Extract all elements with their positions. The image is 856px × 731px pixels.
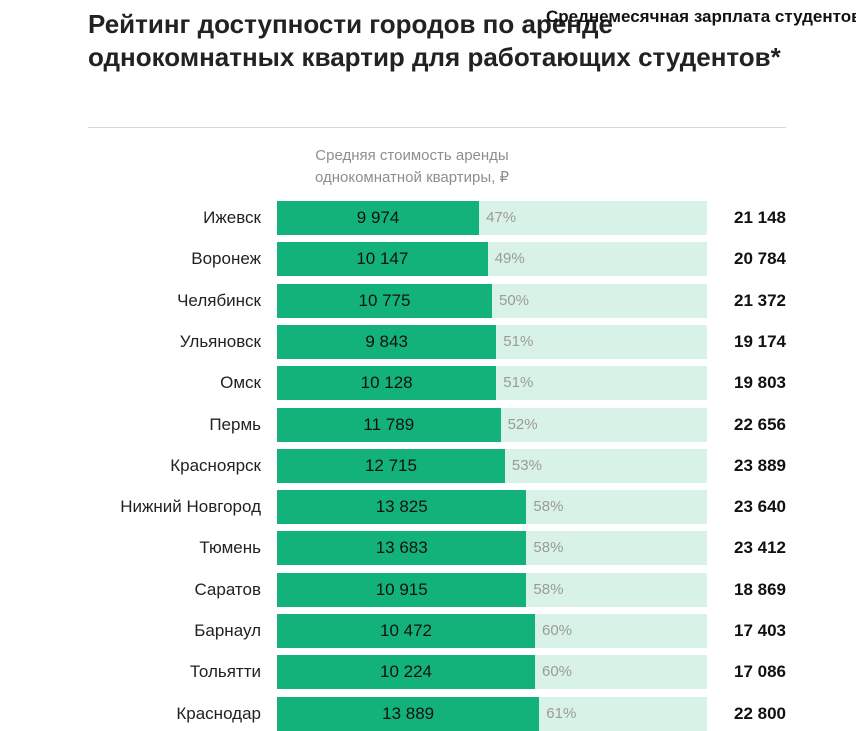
rent-share-bar: [277, 448, 505, 483]
rent-share-percent: 51%: [503, 332, 534, 350]
chart-row: Воронеж 10 147 49% 20 784: [0, 242, 856, 277]
rent-value-label: 10 775: [358, 290, 411, 310]
rent-share-bar: [277, 696, 540, 731]
salary-column-header: Среднемесячная зарплата студентов, ₽: [546, 7, 856, 26]
city-label: Ульяновск: [179, 331, 261, 351]
city-label: Краснодар: [176, 703, 261, 723]
rent-value-label: 9 843: [365, 331, 408, 351]
chart-row: Краснодар 13 889 61% 22 800: [0, 696, 856, 731]
city-label: Омск: [220, 373, 261, 393]
chart-row: Пермь 11 789 52% 22 656: [0, 407, 856, 442]
rent-share-percent: 51%: [503, 374, 534, 392]
city-label: Пермь: [209, 414, 261, 434]
rent-share-percent: 52%: [507, 415, 538, 433]
rent-column-header: Средняя стоимость аренды однокомнатной к…: [314, 147, 510, 186]
title-divider: [88, 127, 786, 128]
rent-share-bar: [277, 366, 497, 401]
chart-row: Омск 10 128 51% 19 803: [0, 366, 856, 401]
city-label: Барнаул: [194, 621, 261, 640]
rent-value-label: 13 825: [375, 497, 428, 517]
salary-value-label: 23 889: [734, 455, 786, 475]
rent-share-percent: 58%: [533, 539, 564, 557]
salary-value-label: 22 656: [734, 414, 786, 434]
chart-row: Тюмень 13 683 58% 23 412: [0, 531, 856, 566]
city-label: Тольятти: [189, 662, 261, 682]
rent-value-label: 10 128: [360, 373, 413, 393]
salary-value-label: 19 174: [734, 331, 786, 351]
rent-share-bar: [277, 655, 535, 690]
rent-share-percent: 61%: [546, 704, 577, 722]
city-label: Челябинск: [177, 290, 261, 310]
salary-value-label: 23 640: [734, 497, 786, 517]
salary-value-label: 19 803: [734, 373, 786, 393]
chart-title: Рейтинг доступности городов по аренде од…: [88, 9, 781, 72]
rent-share-bar: [277, 242, 488, 277]
chart-row: Челябинск 10 775 50% 21 372: [0, 283, 856, 318]
rent-share-percent: 47%: [486, 209, 517, 226]
rent-share-bar: [277, 201, 480, 235]
rent-value-label: 13 889: [382, 703, 435, 723]
rent-value-label: 12 715: [364, 455, 417, 475]
chart-row: Тольятти 10 224 60% 17 086: [0, 655, 856, 690]
salary-value-label: 21 372: [734, 290, 786, 310]
city-label: Ижевск: [203, 208, 261, 227]
rent-share-bar: [277, 490, 527, 525]
rent-value-label: 10 147: [356, 249, 409, 269]
rent-share-percent: 58%: [533, 580, 564, 598]
rent-value-label: 10 472: [380, 621, 432, 640]
rent-value-label: 10 915: [375, 579, 428, 599]
rent-share-percent: 60%: [542, 622, 573, 639]
rent-share-percent: 60%: [542, 663, 573, 681]
chart-row: Нижний Новгород 13 825 58% 23 640: [0, 490, 856, 525]
rent-share-bar: [277, 614, 535, 648]
rent-share-percent: 53%: [511, 456, 542, 474]
rent-value-label: 9 974: [356, 208, 400, 227]
rent-share-bar: [277, 324, 497, 359]
salary-value-label: 22 800: [734, 703, 786, 723]
rent-share-bar: [277, 407, 501, 442]
city-label: Тюмень: [199, 538, 261, 558]
rent-share-percent: 50%: [499, 291, 530, 309]
chart-row: Ижевск 9 974 47% 21 148: [0, 201, 856, 235]
city-label: Нижний Новгород: [120, 497, 261, 517]
rent-share-bar: [277, 531, 527, 566]
rent-value-label: 11 789: [363, 414, 415, 434]
salary-value-label: 18 869: [734, 579, 786, 599]
rent-share-percent: 49%: [494, 250, 525, 268]
rent-share-bar: [277, 283, 492, 318]
chart-row: Ульяновск 9 843 51% 19 174: [0, 324, 856, 359]
rent-share-bar: [277, 572, 527, 607]
chart-row: Барнаул 10 472 60% 17 403: [0, 614, 856, 648]
rent-value-label: 10 224: [380, 662, 432, 682]
city-label: Воронеж: [191, 249, 261, 269]
city-label: Красноярск: [170, 455, 261, 475]
salary-value-label: 17 403: [734, 621, 786, 640]
rent-share-percent: 58%: [533, 498, 564, 516]
salary-value-label: 17 086: [734, 662, 786, 682]
salary-value-label: 21 148: [734, 208, 786, 227]
chart-row: Саратов 10 915 58% 18 869: [0, 572, 856, 607]
salary-value-label: 20 784: [734, 249, 786, 269]
chart-row: Красноярск 12 715 53% 23 889: [0, 448, 856, 483]
city-label: Саратов: [194, 579, 261, 599]
salary-value-label: 23 412: [734, 538, 786, 558]
rent-value-label: 13 683: [375, 538, 428, 558]
